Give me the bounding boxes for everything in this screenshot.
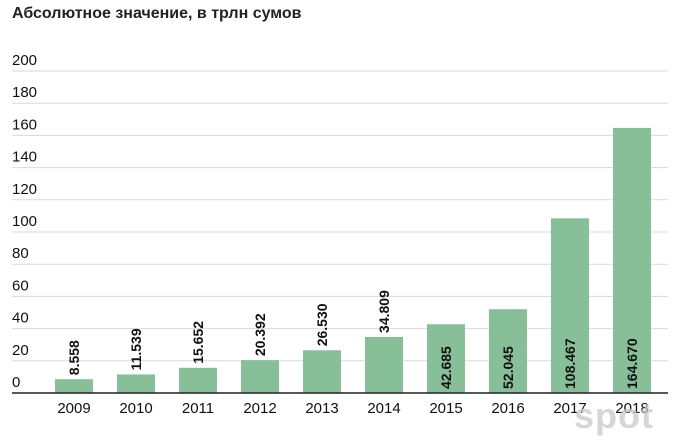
bar-2012 bbox=[241, 360, 279, 393]
bar-2016 bbox=[489, 309, 527, 393]
data-label: 20.392 bbox=[252, 313, 268, 356]
x-tick-label: 2018 bbox=[615, 400, 648, 417]
x-tick-label: 2012 bbox=[243, 400, 276, 417]
y-tick-label: 140 bbox=[12, 149, 37, 166]
data-labels: 8.558 11.539 15.652 20.392 26.530 34.809 42.68… bbox=[66, 290, 640, 389]
data-label: 34.809 bbox=[376, 290, 392, 333]
data-label: 15.652 bbox=[190, 321, 206, 364]
y-tick-label: 160 bbox=[12, 116, 37, 133]
data-label: 52.045 bbox=[500, 346, 516, 389]
x-tick-label: 2017 bbox=[553, 400, 586, 417]
bar-2017 bbox=[551, 218, 589, 393]
data-label: 11.539 bbox=[128, 328, 144, 370]
chart-title: Абсолютное значение, в трлн сумов bbox=[12, 5, 302, 22]
bar-2015 bbox=[427, 324, 465, 393]
bars bbox=[55, 127, 651, 394]
y-tick-label: 180 bbox=[12, 84, 37, 101]
bar-2018 bbox=[613, 127, 651, 394]
bar-2011 bbox=[179, 367, 217, 393]
y-tick-label: 40 bbox=[12, 310, 29, 327]
bar-2009 bbox=[55, 379, 93, 393]
y-tick-label: 120 bbox=[12, 181, 37, 198]
x-tick-label: 2009 bbox=[57, 400, 90, 417]
y-tick-label: 80 bbox=[12, 245, 29, 262]
x-tick-label: 2011 bbox=[182, 400, 214, 417]
y-tick-label: 200 bbox=[12, 52, 37, 69]
data-label: 108.467 bbox=[562, 338, 578, 389]
y-tick-label: 20 bbox=[12, 342, 29, 359]
data-label: 8.558 bbox=[66, 340, 82, 375]
x-tick-label: 2016 bbox=[491, 400, 524, 417]
x-tick-label: 2015 bbox=[429, 400, 462, 417]
x-axis-ticks: 2009 2010 2011 2012 2013 2014 2015 2016 2017 2018 bbox=[57, 400, 648, 417]
y-axis-ticks: 0 20 40 60 80 100 120 140 160 180 200 bbox=[12, 52, 37, 391]
y-tick-label: 0 bbox=[12, 374, 20, 391]
data-label: 26.530 bbox=[314, 303, 330, 346]
bar-2010 bbox=[117, 374, 155, 393]
bar-2013 bbox=[303, 350, 341, 393]
data-label: 42.685 bbox=[438, 346, 454, 389]
x-tick-label: 2010 bbox=[119, 400, 152, 417]
spot-watermark: spot bbox=[574, 395, 654, 436]
bar-2014 bbox=[365, 336, 403, 393]
y-tick-label: 100 bbox=[12, 213, 37, 230]
x-tick-label: 2014 bbox=[367, 400, 400, 417]
y-tick-label: 60 bbox=[12, 277, 29, 294]
data-label: 164.670 bbox=[624, 338, 640, 389]
x-tick-label: 2013 bbox=[305, 400, 338, 417]
